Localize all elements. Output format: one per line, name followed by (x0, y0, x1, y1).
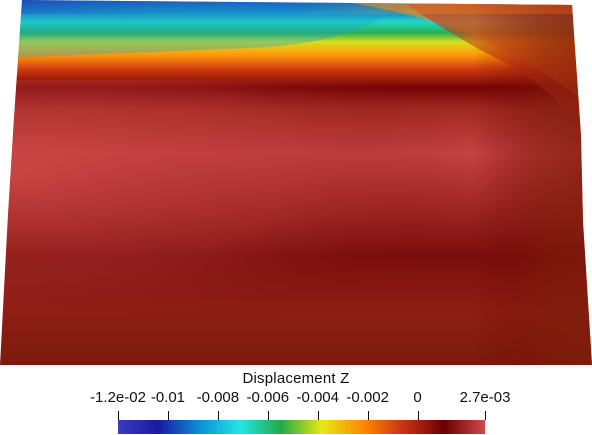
tick-label: 2.7e-03 (459, 389, 511, 406)
deformed-mesh-surface (0, 0, 592, 365)
legend-title: Displacement Z (242, 370, 350, 387)
tick-label: -0.006 (246, 389, 290, 406)
colorbar (118, 420, 485, 434)
tick-mark (368, 411, 369, 420)
tick-label: -0.01 (150, 389, 186, 406)
tick-label: -0.002 (346, 389, 389, 406)
tick-mark (218, 411, 219, 420)
tick-label: -0.004 (296, 389, 339, 406)
tick-mark (118, 411, 119, 420)
tick-mark (485, 411, 486, 420)
tick-mark (418, 411, 419, 420)
tick-mark (168, 411, 169, 420)
tick-label: -1.2e-02 (90, 389, 146, 406)
tick-label: -0.008 (196, 389, 240, 406)
colorbar-legend: Displacement Z -1.2e-02 -0.01 -0.008 -0.006… (0, 366, 592, 435)
tick-mark (318, 411, 319, 420)
tick-label: 0 (413, 389, 422, 406)
tick-mark (268, 411, 269, 420)
